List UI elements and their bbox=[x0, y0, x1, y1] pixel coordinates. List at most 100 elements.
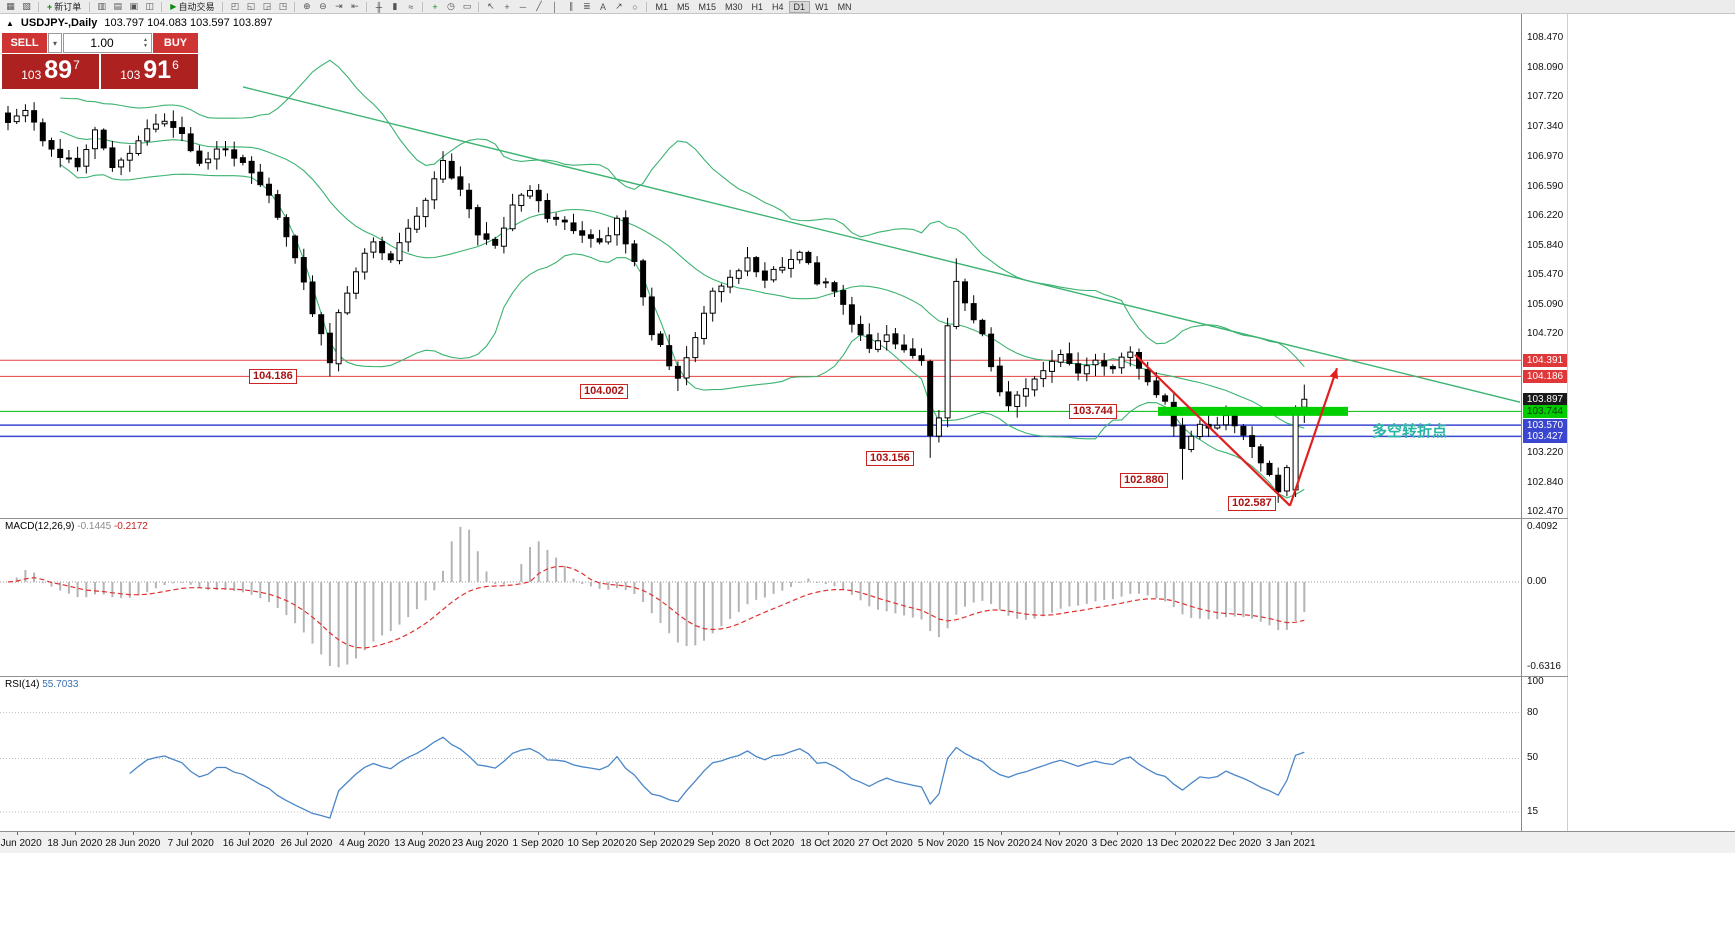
toolbar-zoom-out-icon[interactable]: ⊖ bbox=[319, 1, 327, 11]
toolbar-separator bbox=[422, 1, 424, 12]
timeframe-button-h4[interactable]: H4 bbox=[772, 1, 784, 12]
toolbar-navigator-icon[interactable]: ▣ bbox=[129, 1, 139, 11]
new-order-button[interactable]: + 新订单 bbox=[43, 1, 85, 13]
toolbar-text-tool-icon[interactable]: A bbox=[599, 1, 606, 12]
candle-body bbox=[170, 121, 177, 128]
candle-body bbox=[1101, 360, 1108, 367]
candle-body bbox=[344, 292, 351, 314]
date-axis-tick bbox=[769, 832, 771, 835]
candle-body bbox=[1075, 363, 1082, 374]
date-axis-label: 3 Dec 2020 bbox=[1091, 838, 1143, 849]
price-chart-svg[interactable] bbox=[0, 14, 1735, 518]
toolbar-auto-scroll-icon[interactable]: ⇥ bbox=[335, 1, 343, 11]
one-click-trading-toggle-icon[interactable]: ▲ bbox=[6, 18, 14, 28]
sell-price-display[interactable]: 103 89 7 bbox=[2, 54, 99, 89]
toolbar-equidistant-channel-tool-icon[interactable]: ∥ bbox=[568, 1, 574, 11]
price-chart-area[interactable] bbox=[0, 14, 1735, 518]
toolbar-separator bbox=[38, 1, 39, 12]
toolbar-fibonacci-tool-icon[interactable]: ≣ bbox=[583, 1, 591, 11]
toolbar-periods-icon[interactable]: ◷ bbox=[447, 1, 455, 11]
date-axis-tick bbox=[827, 832, 829, 835]
toolbar-data-window-icon[interactable]: ▤ bbox=[113, 1, 123, 11]
timeframe-button-h1[interactable]: H1 bbox=[751, 1, 764, 12]
toolbar-terminal-icon[interactable]: ◫ bbox=[145, 1, 155, 11]
candle-body bbox=[457, 176, 464, 190]
toolbar-horizontal-line-tool-icon[interactable]: ─ bbox=[519, 1, 527, 12]
toolbar-crosshair-tool-icon[interactable]: + bbox=[504, 1, 510, 12]
toolbar-market-watch-icon[interactable]: ▥ bbox=[97, 1, 107, 11]
toolbar-tile-windows-vertically-icon[interactable]: ◲ bbox=[262, 1, 272, 11]
timeframe-button-m30[interactable]: M30 bbox=[725, 1, 743, 12]
candle-body bbox=[570, 222, 577, 232]
sell-button[interactable]: SELL bbox=[2, 33, 47, 53]
timeframe-button-w1[interactable]: W1 bbox=[815, 1, 829, 12]
macd-main-value: -0.1445 bbox=[77, 521, 112, 532]
candle-body bbox=[274, 194, 281, 218]
toolbar-chart-shift-icon[interactable]: ⇤ bbox=[351, 1, 359, 11]
timeframe-button-m15[interactable]: M15 bbox=[698, 1, 716, 12]
toolbar-templates-icon[interactable]: ▭ bbox=[462, 1, 472, 11]
toolbar-bar-chart-mode-icon[interactable]: ╫ bbox=[375, 1, 383, 12]
toolbar-arrow-tool-icon[interactable]: ↗ bbox=[615, 1, 623, 11]
candle-body bbox=[300, 257, 307, 283]
candle-body bbox=[944, 325, 951, 419]
buy-price-point: 6 bbox=[172, 58, 179, 72]
candle-body bbox=[692, 337, 699, 359]
candle-body bbox=[718, 285, 725, 293]
panel-splitter[interactable] bbox=[0, 518, 1568, 519]
volume-stepper[interactable]: ▲ ▼ bbox=[140, 37, 151, 49]
price-scale-label: 107.340 bbox=[1527, 121, 1564, 133]
buy-price-base: 103 bbox=[120, 68, 141, 82]
volume-value[interactable]: 1.00 bbox=[90, 36, 114, 50]
timeframe-button-mn[interactable]: MN bbox=[837, 1, 852, 12]
candle-body bbox=[544, 200, 551, 219]
candle-body bbox=[31, 110, 38, 123]
candle-body bbox=[309, 281, 316, 315]
timeframe-button-d1[interactable]: D1 bbox=[788, 0, 811, 13]
candle-body bbox=[631, 243, 638, 262]
chart-window[interactable]: ▲ USDJPY-,Daily 103.797 104.083 103.597 … bbox=[0, 14, 1735, 518]
rsi-name: RSI(14) bbox=[5, 679, 40, 690]
candle-body bbox=[1014, 394, 1021, 408]
candle-body bbox=[196, 150, 203, 164]
toolbar-cursor-tool-icon[interactable]: ↖ bbox=[487, 1, 495, 11]
toolbar-chart-profiles-icon[interactable]: ▧ bbox=[22, 1, 31, 11]
candle-body bbox=[1127, 351, 1134, 358]
candle-body bbox=[857, 323, 864, 336]
date-axis-label: 22 Dec 2020 bbox=[1204, 838, 1262, 849]
candle-body bbox=[814, 262, 821, 285]
timeframe-button-m1[interactable]: M1 bbox=[655, 1, 668, 12]
toolbar-zoom-in-icon[interactable]: ⊕ bbox=[303, 1, 311, 11]
toolbar-line-chart-mode-icon[interactable]: ≈ bbox=[408, 1, 414, 12]
sell-price-point: 7 bbox=[73, 58, 80, 72]
volume-dropdown[interactable]: ▾ bbox=[48, 33, 62, 53]
volume-down-icon[interactable]: ▼ bbox=[143, 43, 148, 49]
toolbar-arrange-icons-icon[interactable]: ◳ bbox=[278, 1, 288, 11]
candle-body bbox=[614, 217, 620, 236]
panel-splitter[interactable] bbox=[0, 676, 1568, 677]
rsi-indicator-panel[interactable]: RSI(14) 55.7033 bbox=[0, 677, 1735, 831]
candle-body bbox=[848, 304, 855, 325]
toolbar-separator bbox=[161, 1, 163, 12]
toolbar-separator bbox=[294, 1, 296, 12]
macd-indicator-panel[interactable]: MACD(12,26,9) -0.1445 -0.2172 bbox=[0, 519, 1735, 676]
price-scale-column[interactable]: 108.470 108.090 107.720 107.340 106.970 106.5… bbox=[1521, 14, 1568, 831]
toolbar-candlestick-mode-icon[interactable]: ▮ bbox=[392, 1, 398, 11]
price-tag-103.744: 103.744 bbox=[1523, 405, 1567, 419]
volume-field[interactable]: 1.00 ▲ ▼ bbox=[63, 33, 152, 53]
price-annotation-label: 103.744 bbox=[1069, 404, 1117, 420]
toolbar-new-chart-icon[interactable]: ▦ bbox=[6, 1, 15, 11]
toolbar-vertical-line-tool-icon[interactable]: │ bbox=[552, 1, 558, 12]
toolbar-add-indicator-icon[interactable]: + bbox=[432, 1, 438, 12]
buy-button[interactable]: BUY bbox=[153, 33, 198, 53]
auto-trading-button[interactable]: ▶ 自动交易 bbox=[166, 1, 218, 13]
toolbar-cascade-windows-icon[interactable]: ◰ bbox=[230, 1, 240, 11]
toolbar-shapes-tool-icon[interactable]: ○ bbox=[632, 1, 638, 12]
buy-price-display[interactable]: 103 91 6 bbox=[101, 54, 198, 89]
timeframe-button-m5[interactable]: M5 bbox=[676, 1, 690, 12]
volume-up-icon[interactable]: ▲ bbox=[143, 37, 148, 43]
toolbar-tile-windows-horizontally-icon[interactable]: ◱ bbox=[246, 1, 256, 11]
toolbar-trendline-tool-icon[interactable]: ╱ bbox=[536, 1, 542, 11]
